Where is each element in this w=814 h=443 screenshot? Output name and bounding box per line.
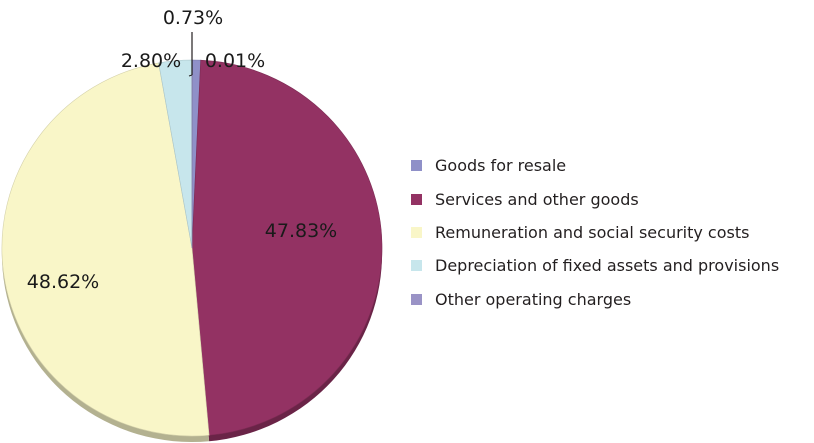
slice-label-remuneration: 48.62%: [27, 271, 99, 293]
legend-swatch: [411, 160, 422, 172]
slice-label-depreciation: 2.80%: [121, 50, 181, 72]
pie-labels: 0.73% 47.83% 48.62% 2.80% 0.01%: [27, 7, 337, 293]
pie-slice-services-and-other-goods: [191, 59, 383, 436]
legend-item-services-and-other-goods: Services and other goods: [411, 182, 779, 215]
legend-item-depreciation: Depreciation of fixed assets and provisi…: [411, 249, 779, 282]
legend-item-remuneration: Remuneration and social security costs: [411, 216, 779, 249]
legend-label: Other operating charges: [435, 289, 632, 309]
legend-label: Services and other goods: [435, 189, 639, 209]
legend-swatch: [411, 226, 422, 238]
pie-slices: [1, 59, 383, 443]
legend: Goods for resale Services and other good…: [411, 149, 779, 316]
slice-label-goods-for-resale: 0.73%: [163, 7, 223, 29]
legend-label: Depreciation of fixed assets and provisi…: [435, 256, 780, 276]
slice-label-other-operating-charges: 0.01%: [205, 50, 265, 72]
pie-slice-remuneration-and-social-security-costs: [1, 62, 210, 437]
slice-label-services-and-other-goods: 47.83%: [265, 220, 337, 242]
legend-swatch: [411, 193, 422, 205]
legend-item-goods-for-resale: Goods for resale: [411, 149, 779, 182]
legend-label: Goods for resale: [435, 156, 567, 176]
legend-item-other-operating-charges: Other operating charges: [411, 283, 779, 316]
legend-swatch: [411, 260, 422, 272]
leader-tick: [188, 74, 193, 77]
legend-label: Remuneration and social security costs: [435, 222, 750, 242]
legend-swatch: [411, 293, 422, 305]
pie-chart: 0.73% 47.83% 48.62% 2.80% 0.01%: [1, 7, 383, 443]
